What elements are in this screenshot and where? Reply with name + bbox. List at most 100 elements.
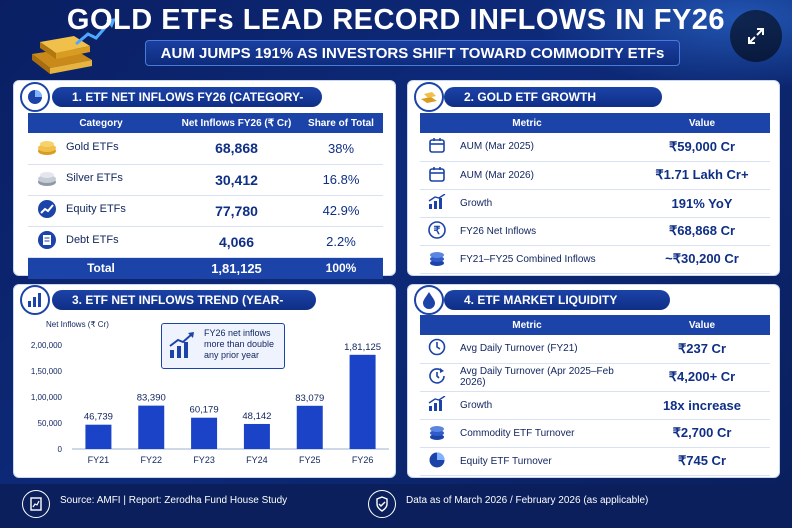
bar-value-label: 1,81,125 [344,342,381,353]
table-row: Debt ETFs 4,066 2.2% [28,226,383,258]
table-row: AUM (Mar 2026) ₹1.71 Lakh Cr+ [420,161,770,190]
pie-chart-icon [28,90,42,104]
metric-label: AUM (Mar 2025) [454,133,634,162]
inflow-value: 30,412 [174,164,299,196]
shield-check-icon [376,496,388,512]
y-tick-label: 1,50,000 [31,367,63,376]
expand-button[interactable] [730,10,782,62]
bar-growth-icon [428,192,446,209]
col-share: Share of Total [299,113,383,133]
clock-icon [428,338,446,356]
x-tick-label: FY26 [352,455,374,465]
bar-fy25 [296,405,323,449]
gold-bars-icon [421,92,437,103]
panel2-header: 2. GOLD ETF GROWTH SNAPSHOT [444,87,662,124]
bar-value-label: 48,142 [242,411,271,422]
category-label: Gold ETFs [66,140,119,153]
table-row: Growth 191% YoY [420,189,770,218]
col-value: Value [634,113,770,133]
page-title: GOLD ETFs LEAD RECORD INFLOWS IN FY26 [66,4,726,36]
metric-value: ₹237 Cr [634,335,770,364]
metric-value: ₹2,700 Cr [634,419,770,448]
gold-coins-icon [38,140,56,155]
gold-bars-logo [32,18,116,74]
panel2-badge [414,82,444,112]
table-row: FY21–FY25 Combined Inflows ~₹30,200 Cr [420,245,770,274]
chart-callout: FY26 net inflows more than double any pr… [161,323,285,369]
metric-label: Avg Daily Turnover (Apr 2025–Feb 2026) [454,363,634,392]
callout-text: FY26 net inflows more than double any pr… [204,328,275,360]
metric-value: ₹68,868 Cr [634,217,770,246]
calendar-icon [429,138,445,154]
subtitle-banner: AUM JUMPS 191% AS INVESTORS SHIFT TOWARD… [145,40,680,66]
panel4-header: 4. ETF MARKET LIQUIDITY GROWTH [444,290,670,327]
y-tick-label: 1,00,000 [31,393,63,402]
x-tick-label: FY25 [299,455,321,465]
svg-text:₹: ₹ [434,225,441,237]
total-inflow: 1,81,125 [174,257,299,279]
trend-up-icon [169,332,194,358]
category-label: Equity ETFs [66,203,126,215]
inflow-value: 4,066 [174,226,299,258]
table-row: Silver ETFs 30,412 16.8% [28,164,383,196]
coin-stack-icon [430,251,444,266]
total-label: Total [28,257,174,279]
footer-source-badge [22,490,50,518]
panel1-badge [20,82,50,112]
category-cell: Equity ETFs [28,195,174,227]
table-row: ₹ FY26 Net Inflows ₹68,868 Cr [420,217,770,246]
table-row: Commodity ETF Turnover ₹2,700 Cr [420,419,770,448]
col-inflows: Net Inflows FY26 (₹ Cr) [174,113,299,133]
silver-coins-icon [38,172,56,186]
expand-icon [748,28,764,44]
inflows-bar-chart: Net Inflows (₹ Cr) 0 50,000 1,00,000 1,50,00… [31,320,389,465]
category-label: Debt ETFs [66,234,119,246]
x-tick-label: FY21 [88,455,110,465]
x-tick-label: FY24 [246,455,268,465]
panel1-header: 1. ETF NET INFLOWS FY26 (CATEGORY-WISE) [52,87,322,124]
metric-value: ~₹30,200 Cr [634,245,770,274]
bar-fy22 [138,405,165,449]
pie-chart-icon [429,452,445,467]
bar-value-label: 46,739 [84,412,113,423]
page-subtitle: AUM JUMPS 191% AS INVESTORS SHIFT TOWARD… [160,45,665,62]
metric-value: 191% YoY [634,189,770,218]
x-tick-label: FY23 [193,455,215,465]
category-table: Category Net Inflows FY26 (₹ Cr) Share o… [28,113,383,279]
inflow-value: 68,868 [174,133,299,165]
table-row: Equity ETF Turnover ₹745 Cr [420,447,770,476]
bar-value-label: 60,179 [190,405,219,416]
footer-source: Source: AMFI | Report: Zerodha Fund Hous… [60,495,288,506]
total-row: Total 1,81,125 100% [28,257,383,279]
panel3-header: 3. ETF NET INFLOWS TREND (YEAR-WISE) [52,290,316,327]
droplet-icon [423,292,435,309]
category-cell: Silver ETFs [28,164,174,196]
metric-label: FY26 Net Inflows [454,217,634,246]
bar-fy21 [85,424,112,449]
y-tick-label: 0 [58,445,63,454]
rupee-icon: ₹ [428,220,446,239]
coin-stack-icon [430,425,444,440]
y-tick-label: 2,00,000 [31,341,63,350]
bar-growth-icon [428,394,446,411]
footer: Source: AMFI | Report: Zerodha Fund Hous… [0,484,792,528]
metric-label: Commodity ETF Turnover [454,419,634,448]
col-metric: Metric [420,113,634,133]
metric-label: Equity ETF Turnover [454,447,634,476]
liquidity-growth-panel: 4. ETF MARKET LIQUIDITY GROWTH Metric Va… [407,284,780,478]
metric-value: ₹1.71 Lakh Cr+ [634,161,770,190]
metric-value: ₹745 Cr [634,447,770,476]
bar-value-label: 83,079 [295,393,324,404]
inflow-value: 77,780 [174,195,299,227]
metric-label: FY21–FY25 Combined Inflows [454,245,634,274]
metric-value: 18x increase [634,391,770,420]
table-row: AUM (Mar 2025) ₹59,000 Cr [420,133,770,162]
panel3-badge [20,285,50,315]
col-value: Value [634,315,770,335]
gold-growth-table: Metric Value AUM (Mar 2025) ₹59,000 Cr A… [420,113,770,274]
table-row: Gold ETFs 68,868 38% [28,133,383,165]
metric-value: ₹4,200+ Cr [634,363,770,392]
growth-chart-icon [38,200,56,218]
footer-note-badge [368,490,396,518]
category-cell: Gold ETFs [28,133,174,165]
